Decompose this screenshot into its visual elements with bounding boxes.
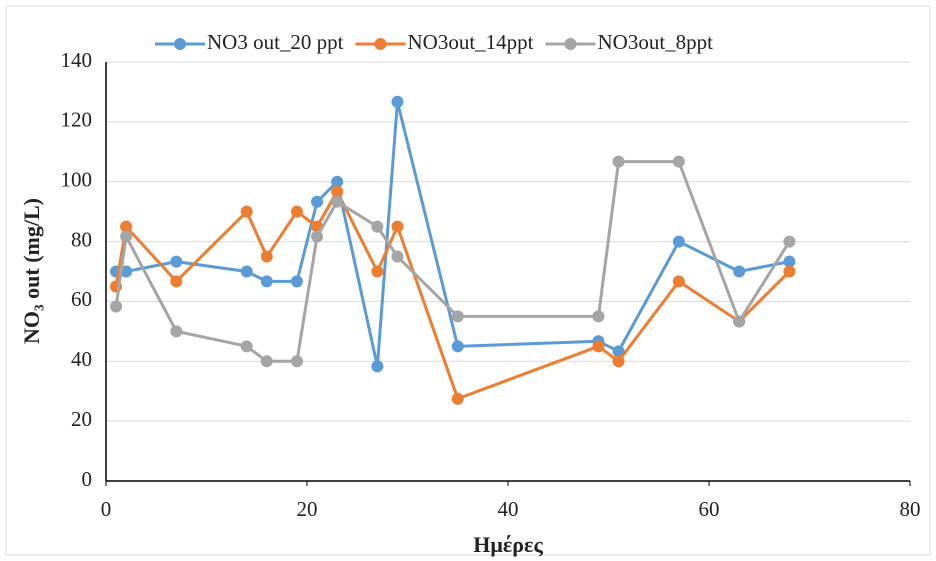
- series-line: [114, 160, 791, 363]
- data-point: [120, 230, 133, 243]
- data-point: [331, 195, 344, 208]
- data-point: [371, 360, 384, 373]
- data-point: [783, 235, 796, 248]
- data-point: [612, 345, 625, 358]
- legend-marker: [564, 38, 577, 50]
- data-point: [391, 250, 404, 263]
- y-tick-label: 140: [61, 48, 93, 72]
- legend-label: NO3out_14ppt: [408, 30, 534, 54]
- data-point: [672, 235, 685, 248]
- y-tick-label: 60: [71, 287, 92, 311]
- data-point: [290, 275, 303, 288]
- y-tick-label: 120: [61, 108, 93, 132]
- data-point: [170, 255, 183, 268]
- series-line: [116, 101, 790, 367]
- data-point: [110, 300, 123, 313]
- data-point: [451, 310, 464, 323]
- chart-border: [5, 5, 931, 556]
- data-point: [240, 340, 253, 353]
- data-point: [672, 155, 685, 168]
- data-point: [120, 265, 133, 278]
- x-tick-label: 20: [297, 497, 318, 521]
- data-point: [260, 275, 273, 288]
- x-tick-label: 0: [101, 497, 112, 521]
- y-tick-label: 20: [71, 407, 92, 431]
- data-point: [592, 310, 605, 323]
- data-point: [260, 250, 273, 263]
- x-tick-label: 60: [699, 497, 720, 521]
- data-point: [612, 355, 625, 368]
- x-axis-title: Ημέρες: [473, 532, 543, 557]
- data-point: [331, 185, 344, 198]
- data-point: [331, 175, 344, 188]
- data-point: [120, 220, 133, 233]
- data-point: [240, 265, 253, 278]
- y-tick-label: 0: [82, 467, 93, 491]
- data-point: [733, 265, 746, 278]
- data-point: [311, 230, 324, 243]
- legend-marker: [174, 38, 186, 50]
- legend-marker: [374, 38, 387, 50]
- data-point: [592, 340, 605, 353]
- data-point: [783, 255, 796, 268]
- data-point: [451, 340, 464, 353]
- data-point: [672, 275, 685, 288]
- data-point: [290, 205, 303, 218]
- data-point: [170, 275, 183, 288]
- data-point: [612, 155, 625, 168]
- data-point: [170, 325, 183, 338]
- legend-label: NO3out_8ppt: [598, 30, 714, 54]
- series-line: [114, 188, 791, 401]
- data-point: [391, 95, 404, 108]
- data-point: [290, 355, 303, 368]
- data-point: [783, 265, 796, 278]
- data-point: [371, 220, 384, 233]
- y-tick-label: 80: [71, 227, 92, 251]
- data-point: [371, 265, 384, 278]
- data-point: [260, 355, 273, 368]
- data-point: [240, 205, 253, 218]
- legend-label: NO3 out_20 ppt: [207, 30, 344, 54]
- data-point: [451, 392, 464, 405]
- y-tick-label: 40: [71, 347, 92, 371]
- data-point: [311, 195, 324, 208]
- x-tick-label: 80: [900, 497, 921, 521]
- data-point: [391, 220, 404, 233]
- y-tick-label: 100: [61, 168, 93, 192]
- x-tick-label: 40: [498, 497, 519, 521]
- data-point: [733, 315, 746, 328]
- y-axis-title: NO₃ out (mg/L): [19, 198, 44, 344]
